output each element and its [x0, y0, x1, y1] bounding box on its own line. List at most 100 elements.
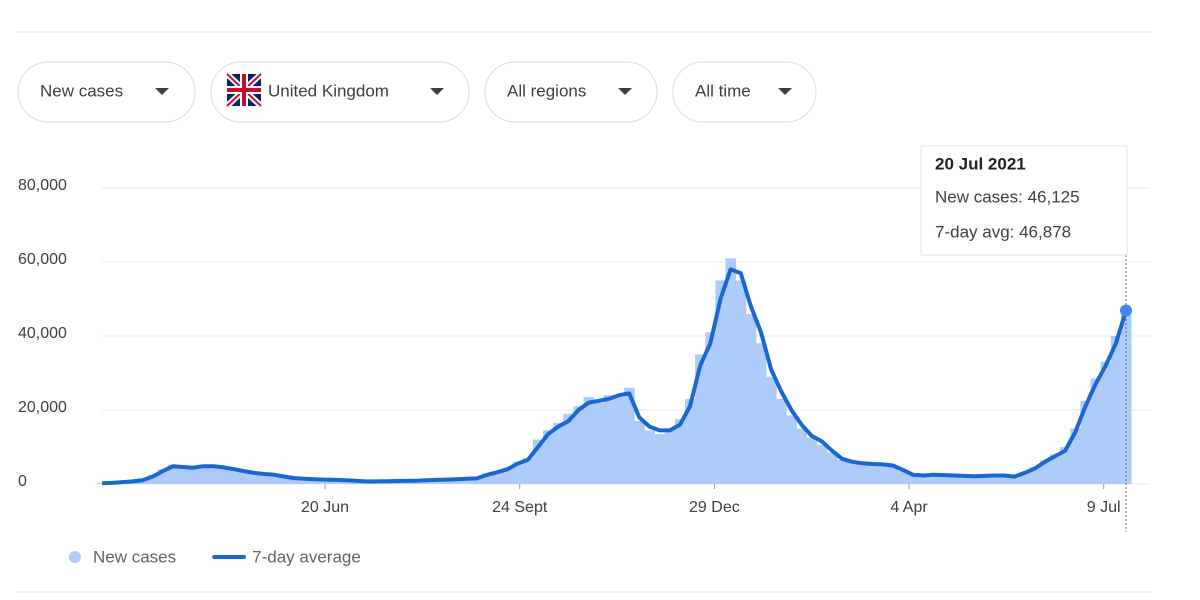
bar [218, 468, 230, 484]
bar [603, 395, 615, 484]
bar [634, 421, 645, 484]
bar [644, 430, 655, 484]
bar [755, 343, 767, 484]
bar [583, 397, 595, 484]
bar [938, 475, 949, 484]
x-tick-label: 29 Dec [689, 499, 740, 516]
bar [319, 479, 331, 484]
dropdown-arrow [778, 88, 792, 95]
bar [1060, 447, 1071, 484]
bar [249, 473, 260, 484]
dropdown-box[interactable] [672, 61, 817, 123]
tooltip-title: 20 Jul 2021 [935, 154, 1026, 173]
bar [482, 473, 493, 484]
dropdown-label[interactable]: All time [695, 81, 751, 100]
bar [198, 465, 209, 484]
bar [989, 475, 1000, 484]
bar [928, 474, 939, 484]
bar [1080, 400, 1091, 484]
dropdown[interactable]: United Kingdom [210, 61, 470, 123]
bar [543, 430, 554, 484]
bar [806, 437, 818, 484]
x-tick-label: 4 Apr [890, 499, 928, 516]
bar [897, 471, 909, 484]
dropdown[interactable]: All time [672, 61, 817, 123]
bar [654, 434, 666, 484]
bar [553, 422, 564, 484]
bar [715, 280, 726, 484]
bar [472, 477, 483, 484]
bar [1049, 454, 1061, 484]
bar [309, 479, 321, 484]
bar [776, 398, 787, 484]
bar [461, 478, 473, 484]
x-tick-label: 24 Sept [492, 499, 548, 516]
y-tick-label: 20,000 [18, 399, 67, 416]
bar [948, 475, 960, 484]
x-tick-label: 20 Jun [301, 499, 349, 516]
legend-label: New cases [93, 547, 176, 566]
bar [887, 466, 899, 484]
bar [563, 413, 574, 484]
bar [147, 474, 159, 484]
bar [1070, 428, 1081, 484]
bar [766, 376, 777, 484]
dropdown-box[interactable] [484, 61, 658, 123]
dropdown-label[interactable]: All regions [507, 81, 586, 100]
bar [1039, 460, 1051, 484]
dropdown-arrow [618, 88, 632, 95]
bar [522, 458, 534, 484]
bar [289, 478, 301, 484]
bar [705, 332, 716, 484]
bar [918, 474, 929, 484]
dropdown-arrow [430, 88, 444, 95]
bar [837, 459, 848, 484]
bar [968, 476, 980, 484]
bar [330, 480, 341, 484]
bar [512, 461, 524, 484]
dropdown[interactable]: New cases [17, 61, 196, 123]
dropdown-box[interactable] [17, 61, 196, 123]
tooltip-line: New cases: 46,125 [935, 187, 1080, 206]
bar [1019, 471, 1031, 484]
bar [684, 398, 696, 484]
bar [340, 480, 351, 484]
bar [1120, 313, 1132, 484]
bar [573, 406, 584, 484]
bar [1110, 336, 1122, 484]
bar [857, 463, 868, 484]
bar [208, 466, 219, 484]
bar [908, 475, 919, 484]
bar [451, 479, 463, 484]
dropdown-box[interactable] [210, 61, 470, 123]
y-tick-label: 40,000 [18, 325, 67, 342]
bar [1100, 361, 1112, 484]
bar [279, 476, 290, 484]
x-tick-label: 9 Jul [1087, 499, 1121, 516]
bar [999, 475, 1010, 484]
bar [614, 397, 625, 484]
plot: 0 20,000 40,000 60,000 80,000 20 Jun 24 Sept 29… [18, 145, 1150, 566]
bar [867, 464, 879, 484]
bar [826, 452, 838, 484]
bar [492, 471, 503, 484]
bar [664, 428, 676, 484]
flag-icon [224, 71, 264, 109]
bar [958, 476, 970, 484]
bar [593, 402, 605, 484]
bar [725, 258, 737, 484]
tooltip-box [920, 145, 1128, 256]
bar [167, 464, 179, 484]
bar [695, 354, 706, 484]
legend-label: 7-day average [252, 547, 361, 566]
dropdown-label[interactable]: New cases [40, 81, 123, 100]
dropdown-label[interactable]: United Kingdom [268, 81, 389, 100]
bar [877, 464, 889, 484]
bar [441, 479, 453, 484]
dropdown[interactable]: All regions [484, 61, 658, 123]
tooltip-line: 7-day avg: 46,878 [935, 222, 1071, 241]
bar [847, 462, 858, 484]
bar [745, 313, 757, 484]
bar [238, 471, 250, 484]
